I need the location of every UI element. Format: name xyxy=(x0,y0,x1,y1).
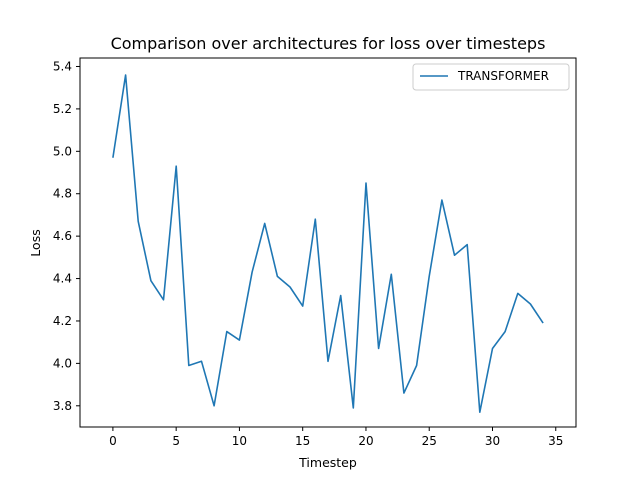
x-tick-label: 30 xyxy=(485,434,500,448)
y-tick-label: 5.2 xyxy=(53,102,72,116)
y-tick-label: 5.0 xyxy=(53,144,72,158)
x-tick-label: 0 xyxy=(109,434,117,448)
x-axis: 0 5 10 15 20 25 30 35 xyxy=(109,427,563,448)
legend-box xyxy=(412,63,570,91)
y-axis: 3.8 4.0 4.2 4.4 4.6 4.8 5.0 5.2 5.4 xyxy=(53,59,80,413)
plot-area xyxy=(79,57,577,428)
plot-frame xyxy=(79,57,577,428)
series-line-transformer xyxy=(112,74,544,414)
y-tick-label: 4.4 xyxy=(53,272,72,286)
legend: TRANSFORMER xyxy=(412,63,570,91)
x-tick-label: 15 xyxy=(295,434,310,448)
chart-title: Comparison over architectures for loss o… xyxy=(111,34,546,53)
x-tick-label: 35 xyxy=(548,434,563,448)
y-tick-label: 4.8 xyxy=(53,187,72,201)
y-tick-label: 4.0 xyxy=(53,356,72,370)
x-tick-label: 20 xyxy=(358,434,373,448)
x-axis-label: Timestep xyxy=(298,455,357,470)
y-tick-label: 3.8 xyxy=(53,399,72,413)
y-axis-label: Loss xyxy=(28,229,43,256)
y-tick-label: 5.4 xyxy=(53,59,72,73)
x-tick-label: 25 xyxy=(422,434,437,448)
y-tick-label: 4.2 xyxy=(53,314,72,328)
legend-label-transformer: TRANSFORMER xyxy=(457,69,549,83)
y-tick-label: 4.6 xyxy=(53,229,72,243)
x-tick-label: 10 xyxy=(232,434,247,448)
x-tick-label: 5 xyxy=(172,434,180,448)
